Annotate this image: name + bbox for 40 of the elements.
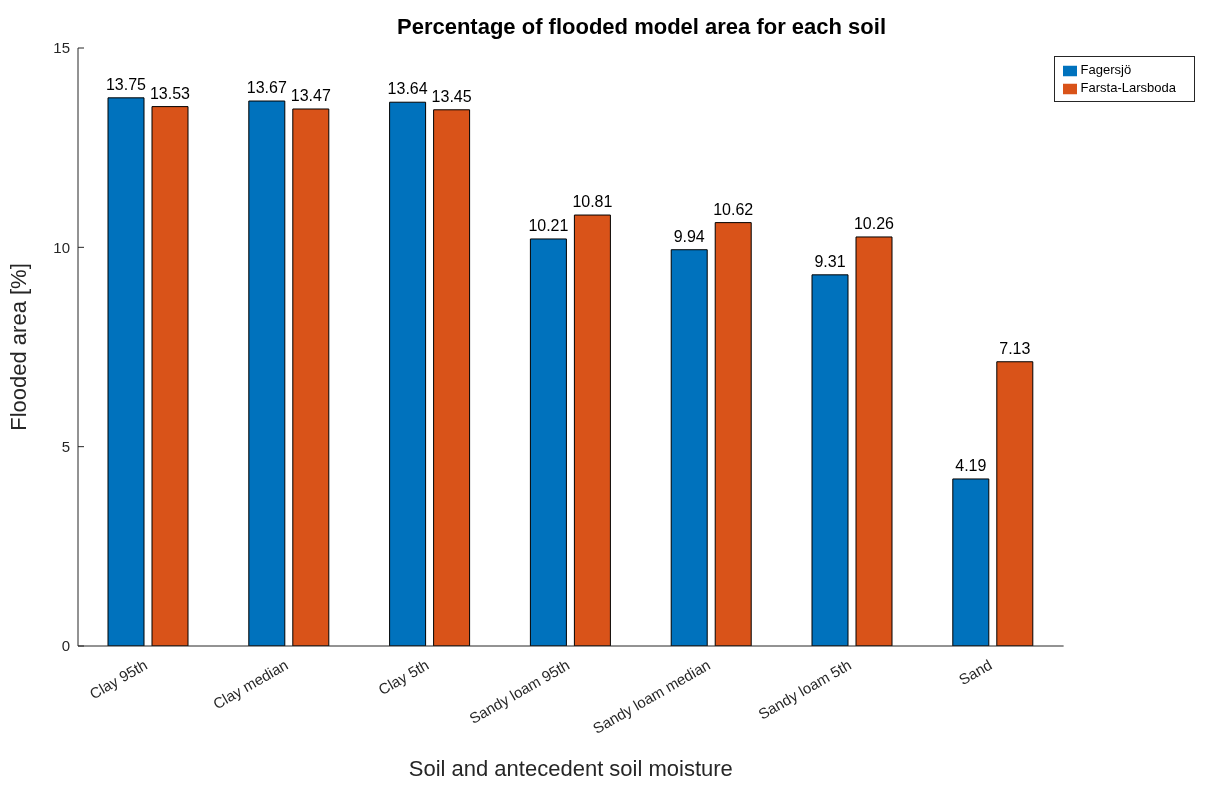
data-label: 10.81 <box>572 193 613 211</box>
data-label: 10.26 <box>853 214 895 232</box>
legend-label: Fagersjö <box>1080 62 1132 77</box>
bar <box>292 108 330 646</box>
x-axis-title: Soil and antecedent soil moisture <box>408 756 733 781</box>
y-axis-title: Flooded area [%] <box>5 263 31 431</box>
data-label: 10.21 <box>528 216 569 234</box>
legend-label: Farsta-Larsboda <box>1080 80 1176 95</box>
bar <box>107 97 145 646</box>
bar <box>433 109 471 646</box>
bar <box>248 100 286 646</box>
data-label: 10.62 <box>713 200 754 218</box>
data-label: 13.45 <box>431 87 472 105</box>
bar <box>573 214 611 646</box>
y-tick-label: 15 <box>53 39 70 57</box>
data-label: 13.75 <box>105 75 147 93</box>
bar <box>389 101 427 646</box>
bar <box>952 478 990 646</box>
bar <box>529 238 567 646</box>
x-tick-label: Sand <box>955 655 995 689</box>
x-tick-label: Clay 5th <box>375 655 432 699</box>
bar <box>855 236 893 646</box>
data-label: 13.53 <box>149 84 191 102</box>
y-tick-label: 10 <box>53 238 70 256</box>
bar <box>151 106 189 646</box>
bar <box>811 274 849 646</box>
data-label: 13.64 <box>387 80 428 98</box>
data-label: 4.19 <box>955 456 987 474</box>
data-label: 7.13 <box>999 339 1031 357</box>
chart-title: Percentage of flooded model area for each soil <box>396 14 887 40</box>
y-tick-label: 5 <box>61 437 70 455</box>
bar <box>996 361 1034 646</box>
data-label: 13.67 <box>246 79 287 97</box>
bar <box>670 249 708 646</box>
data-label: 9.94 <box>673 227 705 245</box>
x-tick-label: Clay 95th <box>86 655 150 703</box>
bar <box>714 222 752 646</box>
y-tick-label: 0 <box>61 637 70 655</box>
data-label: 13.47 <box>290 87 331 104</box>
data-label: 9.31 <box>814 252 846 270</box>
